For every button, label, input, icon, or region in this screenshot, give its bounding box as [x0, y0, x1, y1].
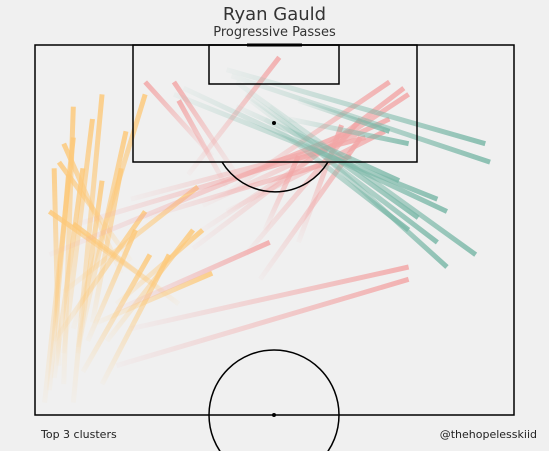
pass-line-cluster-2	[115, 276, 410, 369]
pass-line-cluster-1	[52, 210, 148, 343]
pass-line-cluster-3	[297, 98, 391, 134]
pass-line-cluster-2	[48, 129, 353, 257]
pass-line-cluster-2	[144, 153, 352, 221]
pass-line-cluster-3	[263, 117, 411, 232]
pass-line-cluster-3	[225, 67, 486, 147]
pass-line-cluster-2	[115, 240, 271, 313]
pass-line-cluster-3	[288, 116, 410, 147]
penalty-spot	[272, 121, 276, 125]
footer-caption: Top 3 clusters	[41, 428, 117, 441]
pass-line-cluster-2	[243, 117, 363, 257]
pass-line-cluster-1	[85, 229, 138, 342]
pass-line-cluster-3	[268, 104, 449, 269]
pitch-markings	[34, 43, 515, 451]
pass-line-cluster-2	[130, 264, 410, 332]
pass-line-cluster-2	[176, 99, 229, 189]
pass-line-cluster-1	[70, 94, 105, 403]
pass-line-cluster-1	[99, 253, 172, 386]
chart-subtitle: Progressive Passes	[213, 25, 336, 40]
pass-line-cluster-1	[42, 137, 76, 403]
pass-line-cluster-1	[96, 270, 214, 325]
centre-circle	[208, 349, 340, 451]
passes-layer	[42, 55, 491, 403]
chart-title: Ryan Gauld	[222, 4, 327, 25]
penalty-arc	[221, 161, 329, 193]
pass-line-cluster-3	[244, 92, 420, 220]
footer-credit: @thehopelesskiid	[439, 428, 537, 441]
centre-spot	[272, 413, 276, 417]
